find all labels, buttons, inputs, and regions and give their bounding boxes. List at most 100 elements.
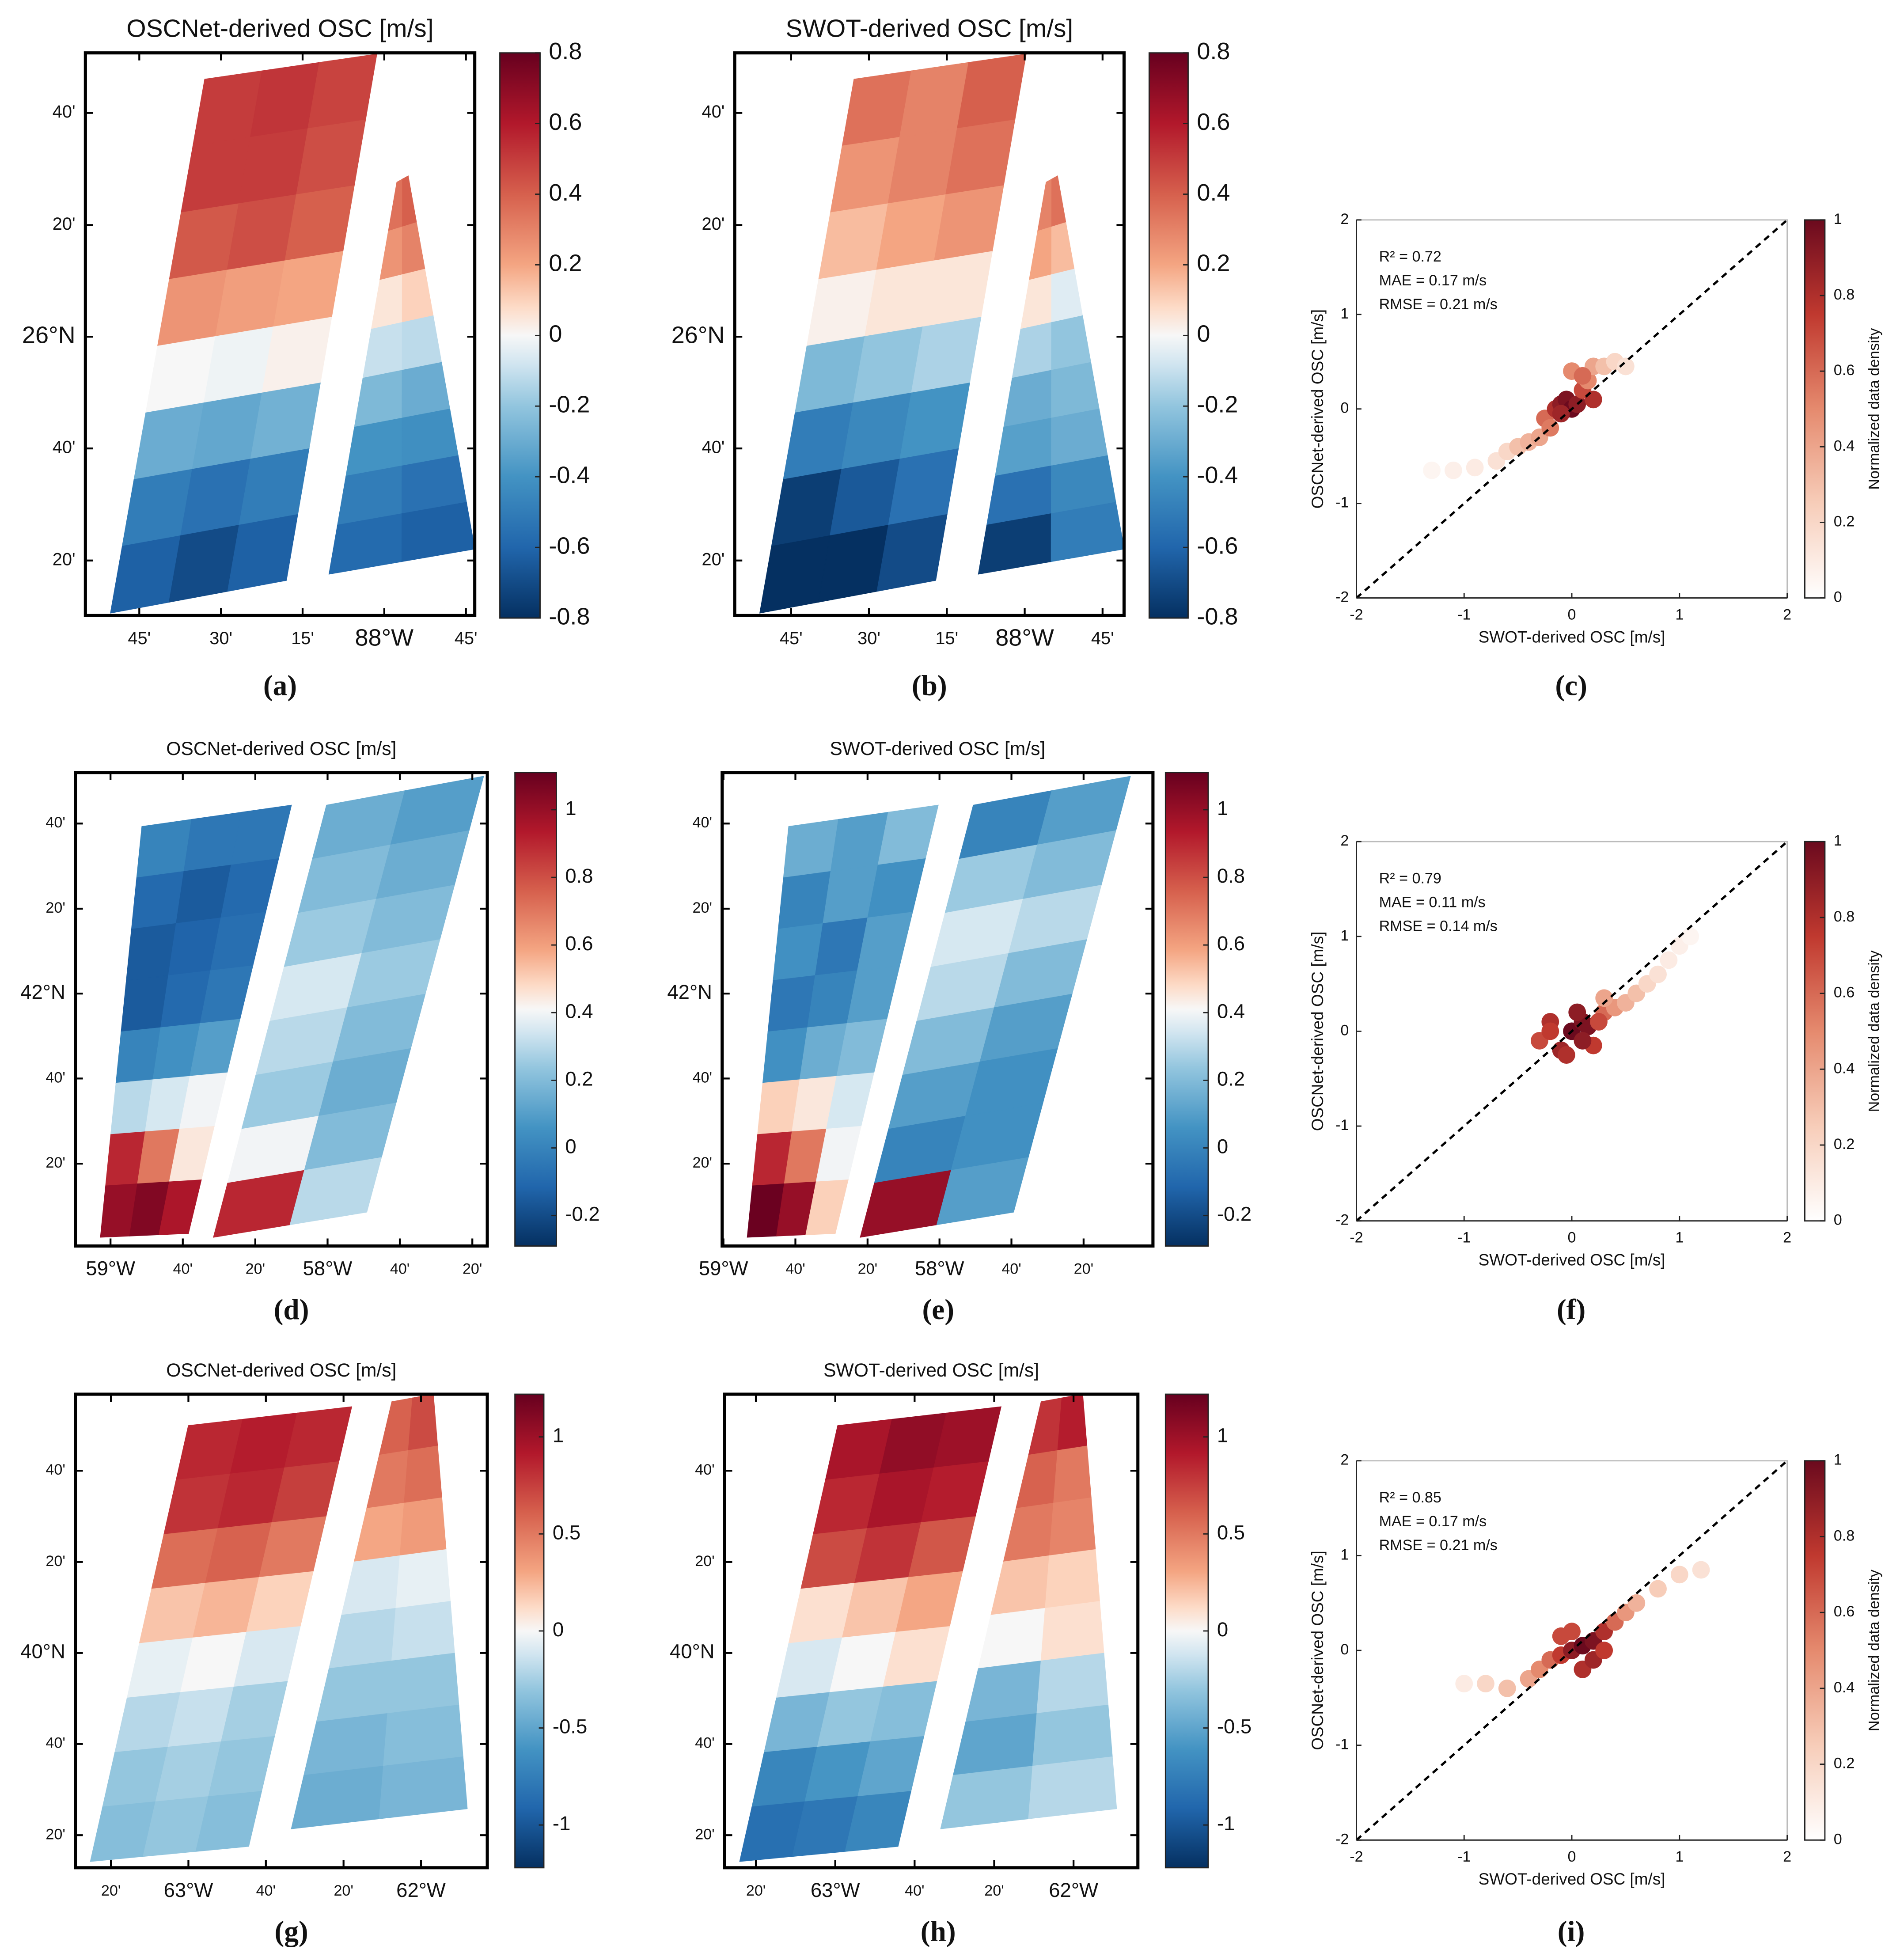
swath-cell bbox=[399, 1497, 447, 1556]
scatter-point bbox=[1574, 367, 1592, 385]
swath-cell bbox=[354, 370, 403, 428]
colorbar-tick-label: 1 bbox=[553, 1424, 564, 1447]
scatter-point bbox=[1423, 461, 1441, 479]
swath-cell bbox=[383, 1704, 463, 1767]
colorbar-tick-label: -0.5 bbox=[553, 1715, 587, 1738]
swath-cell bbox=[366, 1450, 409, 1509]
swath-cell bbox=[978, 1608, 1046, 1669]
y-tick-label: 40' bbox=[46, 814, 65, 831]
colorbar-tick-label: 0 bbox=[1834, 1212, 1842, 1229]
colorbar-tick-label: 1 bbox=[565, 797, 576, 819]
swath-cell bbox=[395, 1549, 451, 1609]
colorbar-tick-label: 0.6 bbox=[565, 932, 593, 955]
swath-cell bbox=[1003, 370, 1052, 428]
y-tick-label: 40' bbox=[693, 814, 712, 831]
y-tick-label: 40' bbox=[693, 1069, 712, 1086]
x-tick-label: 0 bbox=[1568, 1229, 1576, 1246]
colorbar-tick-label: 0.2 bbox=[1834, 1755, 1855, 1772]
swath-cell bbox=[1036, 1653, 1109, 1714]
colorbar-tick-label: -1 bbox=[1217, 1812, 1235, 1835]
swath-cell bbox=[805, 1180, 849, 1235]
x-tick-label: 40' bbox=[1001, 1261, 1021, 1278]
map-frame bbox=[74, 1392, 489, 1870]
annotation: R² = 0.79 bbox=[1379, 870, 1441, 887]
x-tick-label: 40' bbox=[256, 1882, 276, 1899]
panel-label: (c) bbox=[1555, 670, 1587, 702]
swath-cell bbox=[1015, 1450, 1058, 1509]
swath-cell bbox=[1028, 1397, 1062, 1456]
swath-cell bbox=[845, 1791, 911, 1852]
annotation: MAE = 0.17 m/s bbox=[1379, 272, 1487, 289]
colorbar-tick-label: 0.8 bbox=[1834, 908, 1855, 925]
x-tick-label: 40' bbox=[173, 1261, 193, 1278]
x-tick-label: 63°W bbox=[164, 1879, 213, 1901]
y-tick-label: 20' bbox=[46, 1826, 65, 1843]
y-tick-label: 40' bbox=[695, 1735, 714, 1752]
y-tick-label: 26°N bbox=[671, 322, 725, 348]
colorbar-tick-label: 0.4 bbox=[1834, 437, 1855, 454]
swath-cell bbox=[1037, 178, 1052, 232]
swath-cell bbox=[390, 776, 484, 846]
annotation: R² = 0.85 bbox=[1379, 1489, 1441, 1506]
colorbar-tick-label: 0 bbox=[1217, 1618, 1228, 1641]
colorbar bbox=[499, 52, 541, 619]
colorbar bbox=[1804, 841, 1826, 1222]
scatter-point bbox=[1552, 405, 1570, 423]
colorbar-tick-label: 0.6 bbox=[1834, 1603, 1855, 1620]
swath-cell bbox=[391, 1601, 455, 1661]
swath-cell bbox=[1051, 269, 1083, 323]
swath-cell bbox=[379, 1756, 468, 1819]
swath-cell bbox=[303, 1713, 388, 1776]
x-tick-label: 20' bbox=[101, 1882, 121, 1899]
swath-cell bbox=[227, 514, 298, 592]
x-tick-label: 58°W bbox=[915, 1257, 964, 1280]
x-tick-label: -2 bbox=[1350, 1848, 1363, 1865]
swath-cell bbox=[136, 819, 193, 879]
swath-cell bbox=[1037, 776, 1131, 846]
swath-cell bbox=[952, 1713, 1038, 1776]
swath-cell bbox=[876, 514, 948, 592]
colorbar-tick-label: 0.8 bbox=[565, 865, 593, 887]
swath-cell bbox=[291, 1765, 384, 1829]
scatter-point bbox=[1595, 1642, 1613, 1659]
y-tick-label: 0 bbox=[1340, 1641, 1349, 1658]
scatter-point bbox=[1574, 1032, 1592, 1050]
x-tick-label: 59°W bbox=[699, 1257, 748, 1280]
map-title: SWOT-derived OSC [m/s] bbox=[823, 1360, 1039, 1381]
colorbar-label: Normalized data density bbox=[1866, 1570, 1883, 1731]
x-tick-label: 45' bbox=[1091, 629, 1114, 648]
x-tick-label: 20' bbox=[746, 1882, 766, 1899]
map-title: SWOT-derived OSC [m/s] bbox=[830, 738, 1045, 759]
colorbar-tick-label: 0.4 bbox=[1217, 1000, 1245, 1022]
y-tick-label: 1 bbox=[1340, 305, 1349, 322]
x-tick-label: 45' bbox=[780, 629, 803, 648]
x-tick-label: 1 bbox=[1675, 1848, 1684, 1865]
scatter-point bbox=[1627, 1594, 1646, 1612]
scatter-point bbox=[1477, 1675, 1494, 1693]
y-tick-label: 20' bbox=[46, 899, 65, 916]
scatter-point bbox=[1557, 1046, 1575, 1064]
panel-label: (b) bbox=[912, 670, 947, 702]
swath-cell bbox=[936, 1157, 1029, 1225]
identity-line bbox=[1355, 1460, 1788, 1841]
x-tick-label: 45' bbox=[128, 629, 151, 648]
colorbar-tick-label: 1 bbox=[1834, 211, 1842, 228]
y-tick-label: 20' bbox=[702, 214, 725, 234]
swath-cell bbox=[1045, 1549, 1100, 1609]
y-tick-label: 40' bbox=[702, 438, 725, 457]
y-tick-label: 20' bbox=[695, 1553, 714, 1570]
y-tick-label: 40' bbox=[53, 102, 76, 121]
colorbar-tick-label: 0.6 bbox=[1197, 109, 1230, 135]
scatter-point bbox=[1498, 1679, 1516, 1697]
colorbar-tick-label: 0 bbox=[549, 321, 562, 347]
colorbar-tick-label: -0.4 bbox=[549, 462, 590, 488]
swath-cell bbox=[388, 178, 403, 232]
y-tick-label: -1 bbox=[1335, 1117, 1349, 1134]
x-tick-label: 20' bbox=[246, 1261, 265, 1278]
y-tick-label: 20' bbox=[702, 550, 725, 569]
x-tick-label: 40' bbox=[785, 1261, 805, 1278]
annotation: MAE = 0.11 m/s bbox=[1379, 894, 1486, 910]
y-tick-label: 40' bbox=[46, 1069, 65, 1086]
swath-cell bbox=[990, 1555, 1050, 1616]
colorbar-tick-label: 0.5 bbox=[553, 1521, 580, 1544]
